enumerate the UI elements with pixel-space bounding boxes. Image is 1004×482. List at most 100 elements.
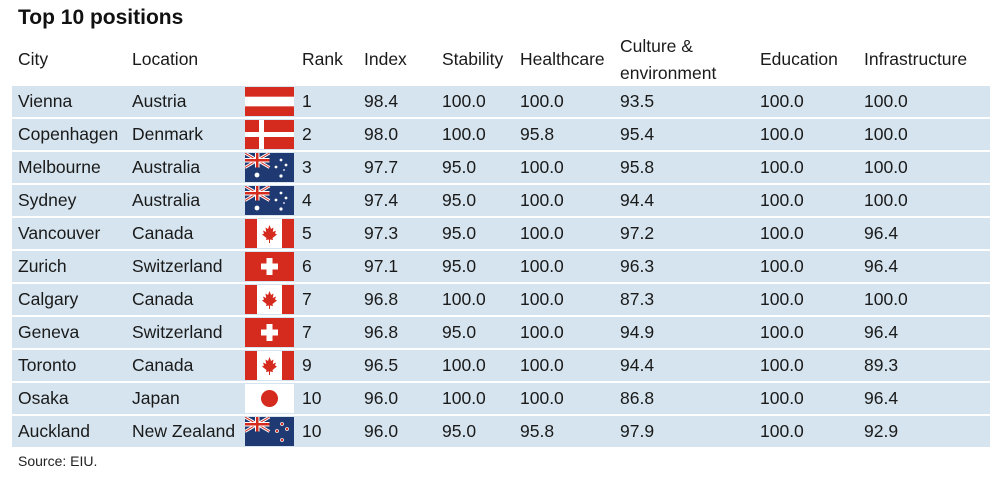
cell-index: 97.3 (364, 223, 399, 243)
cell-education: 100.0 (760, 421, 804, 441)
cell-infrastructure: 100.0 (864, 124, 908, 144)
header-stability: Stability (442, 49, 504, 69)
cell-city: Toronto (18, 355, 77, 375)
cell-rank: 7 (302, 289, 312, 309)
switzerland-flag-icon (245, 318, 294, 347)
cell-healthcare: 100.0 (520, 91, 564, 111)
cell-rank: 3 (302, 157, 312, 177)
cell-infrastructure: 96.4 (864, 223, 899, 243)
cell-education: 100.0 (760, 190, 804, 210)
cell-healthcare: 100.0 (520, 223, 564, 243)
cell-rank: 10 (302, 388, 322, 408)
header-city: City (18, 49, 49, 69)
cell-location: Australia (132, 190, 201, 210)
cell-rank: 2 (302, 124, 312, 144)
cell-education: 100.0 (760, 157, 804, 177)
cell-healthcare: 95.8 (520, 421, 555, 441)
new-zealand-flag-icon (244, 415, 294, 446)
cell-rank: 1 (302, 91, 312, 111)
cell-stability: 100.0 (442, 355, 486, 375)
cell-index: 98.4 (364, 91, 399, 111)
cell-culture: 94.4 (620, 355, 655, 375)
table-row: Zurich Switzerland 6 97.1 95.0 100.0 96.3 100.0… (12, 251, 990, 282)
cell-culture: 97.2 (620, 223, 655, 243)
cell-infrastructure: 100.0 (864, 91, 908, 111)
cell-index: 96.8 (364, 322, 399, 342)
cell-infrastructure: 100.0 (864, 289, 908, 309)
header-infrastructure: Infrastructure (864, 49, 968, 69)
header-culture-line1: Culture & (620, 36, 693, 56)
cell-location: Austria (132, 91, 187, 111)
table-row: Calgary Canada 7 96.8 100.0 100.0 87.3 100.0 100… (12, 284, 990, 315)
cell-rank: 9 (302, 355, 312, 375)
cell-culture: 94.9 (620, 322, 655, 342)
cell-location: Denmark (132, 124, 203, 144)
cell-healthcare: 100.0 (520, 355, 564, 375)
cell-index: 97.4 (364, 190, 399, 210)
cell-city: Calgary (18, 289, 79, 309)
cell-stability: 100.0 (442, 91, 486, 111)
cell-stability: 95.0 (442, 223, 477, 243)
cell-stability: 100.0 (442, 388, 486, 408)
header-rank: Rank (302, 49, 343, 69)
cell-education: 100.0 (760, 289, 804, 309)
cell-index: 96.0 (364, 421, 399, 441)
table-row: Vancouver Canada 5 97.3 95.0 100.0 97.2 100.0 96… (12, 218, 990, 249)
cell-rank: 5 (302, 223, 312, 243)
cell-city: Osaka (18, 388, 69, 408)
table-title: Top 10 positions (18, 6, 184, 29)
table-row: Sydney Australia 4 97.4 95.0 100.0 94.4 100.0 10… (12, 184, 990, 216)
cell-culture: 96.3 (620, 256, 655, 276)
cell-index: 96.5 (364, 355, 399, 375)
table-row: Osaka Japan 10 96.0 100.0 100.0 86.8 100.0 96.4 (12, 383, 990, 414)
table-row: Geneva Switzerland 7 96.8 95.0 100.0 94.9 100.0… (12, 317, 990, 348)
cell-location: Japan (132, 388, 180, 408)
cell-culture: 86.8 (620, 388, 655, 408)
cell-education: 100.0 (760, 124, 804, 144)
cell-index: 97.7 (364, 157, 399, 177)
source-note: Source: EIU. (18, 453, 98, 469)
header-location: Location (132, 49, 199, 69)
cell-city: Melbourne (18, 157, 101, 177)
cell-education: 100.0 (760, 91, 804, 111)
australia-flag-icon (244, 151, 294, 182)
cell-education: 100.0 (760, 256, 804, 276)
cell-infrastructure: 96.4 (864, 256, 899, 276)
austria-flag-icon (245, 87, 294, 116)
cell-culture: 95.8 (620, 157, 655, 177)
cell-education: 100.0 (760, 355, 804, 375)
table-row: Vienna Austria 1 98.4 100.0 100.0 93.5 100.0 100… (12, 86, 990, 117)
cell-healthcare: 100.0 (520, 256, 564, 276)
cell-location: Australia (132, 157, 201, 177)
cell-healthcare: 100.0 (520, 157, 564, 177)
cell-healthcare: 100.0 (520, 388, 564, 408)
cell-rank: 10 (302, 421, 322, 441)
cell-location: Switzerland (132, 322, 223, 342)
cell-education: 100.0 (760, 223, 804, 243)
table-row: Auckland New Zealand 10 96.0 95.0 95.8 97.9 100… (12, 415, 990, 447)
cell-culture: 97.9 (620, 421, 655, 441)
cell-stability: 95.0 (442, 322, 477, 342)
canada-flag-icon (245, 219, 294, 248)
cell-city: Sydney (18, 190, 77, 210)
cell-healthcare: 100.0 (520, 289, 564, 309)
cell-city: Copenhagen (18, 124, 119, 144)
cell-city: Auckland (18, 421, 90, 441)
cell-location: New Zealand (132, 421, 236, 441)
cell-index: 96.8 (364, 289, 399, 309)
cell-index: 97.1 (364, 256, 399, 276)
cell-location: Canada (132, 355, 194, 375)
cell-culture: 95.4 (620, 124, 655, 144)
cell-healthcare: 95.8 (520, 124, 555, 144)
cell-stability: 95.0 (442, 157, 477, 177)
cell-rank: 6 (302, 256, 312, 276)
header-education: Education (760, 49, 838, 69)
cell-stability: 95.0 (442, 256, 477, 276)
cell-city: Vienna (18, 91, 73, 111)
cell-infrastructure: 92.9 (864, 421, 899, 441)
cell-rank: 4 (302, 190, 312, 210)
canada-flag-icon (245, 285, 294, 314)
cell-culture: 93.5 (620, 91, 655, 111)
cell-culture: 87.3 (620, 289, 655, 309)
header-healthcare: Healthcare (520, 49, 605, 69)
